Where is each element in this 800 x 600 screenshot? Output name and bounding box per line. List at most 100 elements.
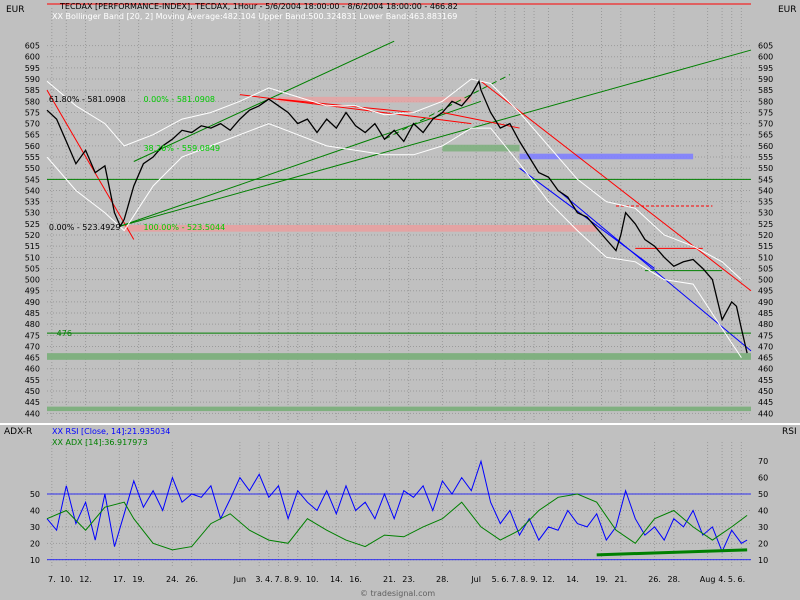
- fib-100-label: 100.00% - 523.5044: [143, 223, 225, 232]
- time-tick-label: 5.: [492, 575, 500, 584]
- time-tick-label: Jun: [233, 575, 247, 584]
- price-tick-left: 485: [25, 309, 40, 318]
- price-tick-right: 450: [758, 387, 773, 396]
- price-tick-left: 600: [25, 53, 40, 62]
- price-tick-right: 525: [758, 220, 773, 229]
- indicator-panel-bg: [47, 426, 751, 569]
- price-tick-right: 570: [758, 120, 773, 129]
- axis-labels: 605 605 600 600 595 595 590 590 585 585 580 580 575 5…: [25, 42, 774, 584]
- price-tick-left: 475: [25, 331, 40, 340]
- adx-legend: XX ADX [14]:36.917973: [52, 438, 148, 447]
- watermark: © tradesignal.com: [360, 589, 435, 598]
- time-tick-label: 12.: [79, 575, 92, 584]
- resistance-zone-top: [278, 96, 472, 103]
- time-tick-label: 9.: [530, 575, 538, 584]
- adx-tick-label: 30: [30, 523, 40, 532]
- time-tick-label: 16.: [349, 575, 362, 584]
- rsi-line: [46, 459, 748, 553]
- price-tick-right: 500: [758, 276, 773, 285]
- time-tick-label: 6.: [501, 575, 509, 584]
- price-tick-right: 445: [758, 398, 773, 407]
- rsi-tick-label: 40: [758, 506, 768, 515]
- time-tick-label: 8.: [521, 575, 529, 584]
- price-tick-left: 460: [25, 365, 40, 374]
- bollinger-info: XX Bollinger Band [20, 2] Moving Average…: [52, 12, 457, 21]
- time-tick-label: 28.: [436, 575, 449, 584]
- time-tick-label: 21.: [383, 575, 396, 584]
- price-tick-right: 540: [758, 186, 773, 195]
- support-zone-low: [47, 406, 751, 412]
- price-tick-left: 565: [25, 131, 40, 140]
- price-tick-left: 455: [25, 376, 40, 385]
- time-tick-label: 21.: [614, 575, 627, 584]
- price-tick-right: 590: [758, 75, 773, 84]
- adx-tick-label: 40: [30, 506, 40, 515]
- price-tick-left: 520: [25, 231, 40, 240]
- price-tick-left: 595: [25, 64, 40, 73]
- price-tick-right: 575: [758, 108, 773, 117]
- price-tick-right: 545: [758, 175, 773, 184]
- support-resistance-zones: [47, 96, 751, 412]
- price-tick-right: 555: [758, 153, 773, 162]
- indicator-series: [46, 459, 751, 561]
- uptrend-channel-upper: [133, 40, 395, 162]
- time-tick-label: 17.: [113, 575, 126, 584]
- upper-band: [46, 78, 742, 280]
- time-tick-label: 7.: [48, 575, 56, 584]
- time-tick-label: 19.: [595, 575, 608, 584]
- time-tick-label: 6.: [738, 575, 746, 584]
- adx-tick-label: 10: [30, 556, 40, 565]
- chart-title: TECDAX [PERFORMANCE-INDEX], TECDAX, 1Hou…: [59, 2, 458, 11]
- time-tick-label: 26.: [185, 575, 198, 584]
- price-tick-right: 485: [758, 309, 773, 318]
- fib-61-label: 61.80% - 581.0908: [49, 95, 126, 104]
- currency-left: EUR: [6, 5, 25, 15]
- uptrend-channel-lower: [120, 100, 482, 227]
- price-tick-left: 540: [25, 186, 40, 195]
- rsi-tick-label: 60: [758, 474, 768, 483]
- price-tick-right: 515: [758, 242, 773, 251]
- price-tick-right: 475: [758, 331, 773, 340]
- price-tick-right: 585: [758, 86, 773, 95]
- price-tick-right: 510: [758, 253, 773, 262]
- price-tick-left: 525: [25, 220, 40, 229]
- time-tick-label: 28.: [667, 575, 680, 584]
- blue-zone: [519, 153, 694, 160]
- price-tick-right: 520: [758, 231, 773, 240]
- price-tick-left: 470: [25, 342, 40, 351]
- time-tick-label: 7.: [511, 575, 519, 584]
- level-labels: 476 61.80% - 581.0908 0.00% - 523.4929 0.00…: [49, 95, 225, 338]
- time-tick-label: 24.: [166, 575, 179, 584]
- time-tick-label: 23.: [402, 575, 415, 584]
- time-tick-label: 9.: [294, 575, 302, 584]
- fib-0b-label: 0.00% - 581.0908: [143, 95, 215, 104]
- time-tick-label: 26.: [648, 575, 661, 584]
- time-tick-label: 14.: [330, 575, 343, 584]
- price-tick-right: 565: [758, 131, 773, 140]
- price-tick-left: 450: [25, 387, 40, 396]
- time-tick-label: Aug: [700, 575, 716, 584]
- level-476-label: 476: [57, 329, 72, 338]
- rsi-axis-label: RSI: [782, 427, 797, 437]
- time-tick-label: 19.: [132, 575, 145, 584]
- price-tick-left: 545: [25, 175, 40, 184]
- price-tick-right: 470: [758, 342, 773, 351]
- long-uptrend-line: [120, 49, 752, 227]
- bollinger-bands: [46, 78, 742, 358]
- fib-0-label: 0.00% - 523.4929: [49, 223, 121, 232]
- support-zone: [47, 353, 751, 360]
- price-tick-left: 530: [25, 209, 40, 218]
- price-tick-left: 570: [25, 120, 40, 129]
- price-tick-left: 505: [25, 264, 40, 273]
- time-tick-label: Jul: [470, 575, 481, 584]
- adx-tick-label: 20: [30, 539, 40, 548]
- time-tick-label: 14.: [566, 575, 579, 584]
- price-tick-right: 460: [758, 365, 773, 374]
- price-tick-left: 590: [25, 75, 40, 84]
- price-tick-right: 560: [758, 142, 773, 151]
- rsi-tick-label: 70: [758, 457, 768, 466]
- adx-line: [46, 493, 748, 551]
- price-tick-right: 600: [758, 53, 773, 62]
- adx-r-label: ADX-R: [4, 427, 32, 437]
